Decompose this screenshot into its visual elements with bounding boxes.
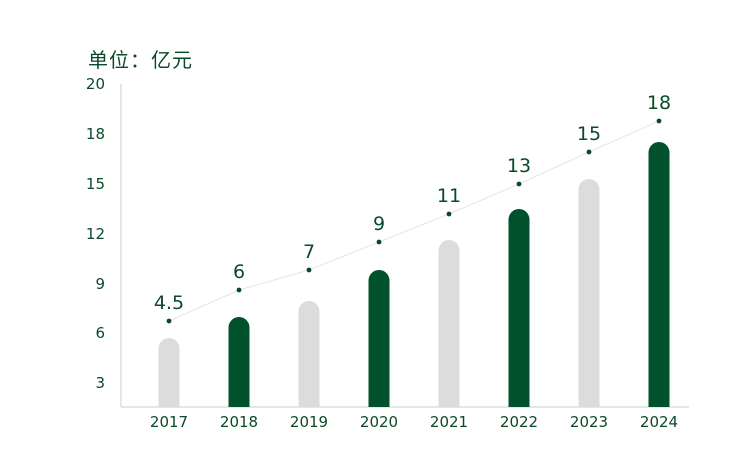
chart-axes [120, 84, 689, 408]
trend-line [168, 120, 660, 322]
bar-2018 [228, 317, 250, 407]
y-tick-label: 3 [95, 374, 105, 392]
marker-2021 [446, 211, 452, 217]
marker-2023 [586, 149, 592, 155]
data-labels-group: 4.5 6 7 9 11 13 15 18 [154, 92, 671, 314]
bar-2024 [648, 142, 670, 407]
marker-2024 [656, 118, 662, 124]
x-tick-label: 2024 [640, 413, 678, 431]
y-tick-label: 9 [95, 275, 105, 293]
marker-2018 [236, 287, 242, 293]
data-label-2018: 6 [233, 261, 245, 283]
bars-group [158, 142, 670, 407]
bar-2023 [578, 179, 600, 407]
y-tick-label: 12 [86, 225, 105, 243]
data-label-2022: 13 [507, 155, 531, 177]
data-label-2020: 9 [373, 213, 385, 235]
data-label-2021: 11 [437, 185, 461, 207]
data-label-2023: 15 [577, 123, 601, 145]
x-tick-label: 2021 [430, 413, 468, 431]
y-axis-ticks: 3 6 9 12 15 18 20 [86, 75, 105, 392]
x-tick-label: 2023 [570, 413, 608, 431]
bar-2019 [298, 301, 320, 407]
y-tick-label: 15 [86, 175, 105, 193]
x-tick-label: 2017 [150, 413, 188, 431]
markers-group [166, 118, 662, 324]
marker-2022 [516, 181, 522, 187]
x-tick-label: 2022 [500, 413, 538, 431]
y-tick-label: 6 [95, 324, 105, 342]
x-tick-label: 2019 [290, 413, 328, 431]
x-tick-label: 2018 [220, 413, 258, 431]
data-label-2019: 7 [303, 241, 315, 263]
marker-2019 [306, 267, 312, 273]
bar-2017 [158, 338, 180, 407]
marker-2020 [376, 239, 382, 245]
bar-2022 [508, 209, 530, 407]
bar-2021 [438, 240, 460, 407]
marker-2017 [166, 318, 172, 324]
y-tick-label: 20 [86, 75, 105, 93]
y-tick-label: 18 [86, 125, 105, 143]
unit-label: 单位：亿元 [88, 48, 193, 72]
bar-2020 [368, 270, 390, 407]
data-label-2017: 4.5 [154, 292, 184, 314]
x-axis-ticks: 2017 2018 2019 2020 2021 2022 2023 2024 [150, 413, 678, 431]
trend-line-group [168, 120, 660, 322]
data-label-2024: 18 [647, 92, 671, 114]
x-tick-label: 2020 [360, 413, 398, 431]
